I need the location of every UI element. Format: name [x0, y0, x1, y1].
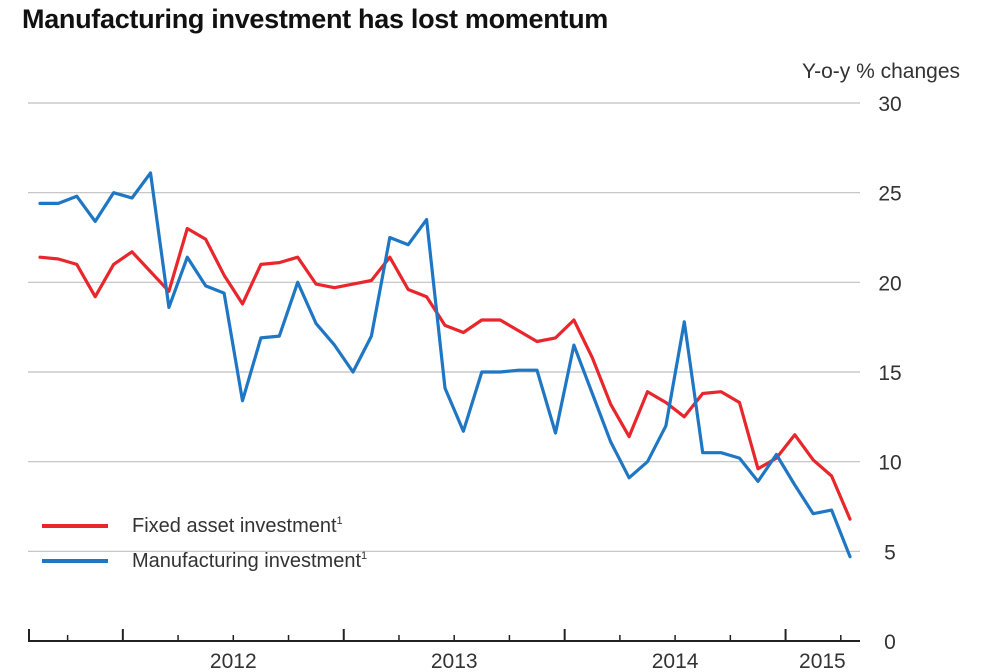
y-tick-label: 15 — [878, 362, 901, 385]
gridlines — [28, 102, 860, 552]
y-tick-label: 0 — [884, 631, 896, 654]
legend-footnote-marker: 1 — [361, 550, 367, 562]
series-line-fixed-asset-investment — [38, 226, 852, 521]
legend-label-fixed-asset: Fixed asset investment1 — [132, 515, 343, 537]
legend: Fixed asset investment1 Manufacturing in… — [42, 515, 367, 572]
y-axis: 0 5 10 15 20 25 30 — [878, 93, 901, 654]
x-axis: 2012 2013 2014 2015 — [28, 629, 860, 672]
y-tick-label: 5 — [884, 541, 896, 564]
legend-item-fixed-asset: Fixed asset investment1 — [42, 515, 343, 537]
legend-footnote-marker: 1 — [337, 515, 343, 527]
series-lines — [38, 171, 852, 559]
legend-item-manufacturing: Manufacturing investment1 — [42, 550, 367, 572]
x-tick-label: 2012 — [210, 650, 257, 672]
legend-label-manufacturing: Manufacturing investment1 — [132, 550, 367, 572]
chart-title: Manufacturing investment has lost moment… — [22, 4, 608, 34]
x-tick-label: 2013 — [431, 650, 478, 672]
y-axis-unit-label: Y-o-y % changes — [802, 60, 960, 83]
series-line-manufacturing-investment — [38, 171, 852, 559]
y-tick-label: 20 — [878, 272, 901, 295]
x-tick-label: 2015 — [799, 650, 846, 672]
x-tick-label: 2014 — [652, 650, 699, 672]
y-tick-label: 10 — [878, 452, 901, 475]
y-tick-label: 25 — [878, 183, 901, 206]
y-tick-label: 30 — [878, 93, 901, 116]
